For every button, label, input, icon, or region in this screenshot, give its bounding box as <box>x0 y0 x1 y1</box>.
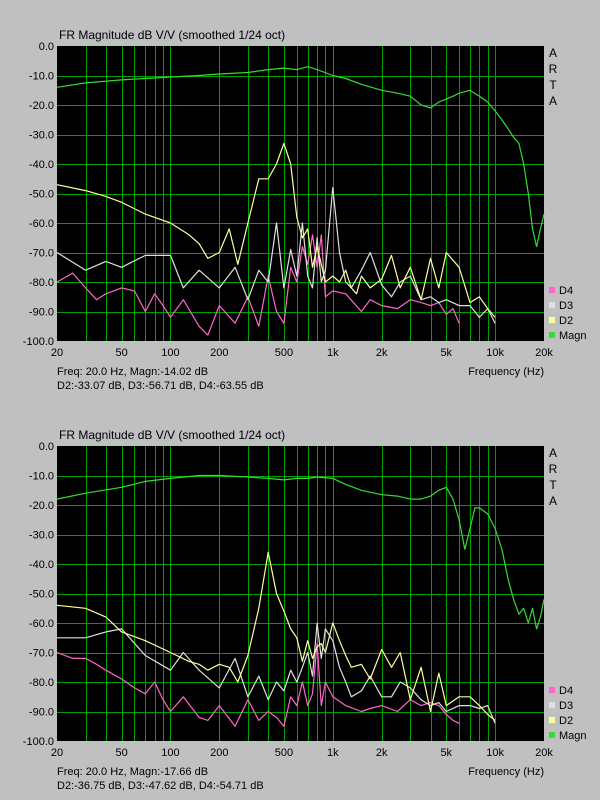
legend-label-d3: D3 <box>559 700 573 712</box>
arta-side-letter: A <box>549 94 557 108</box>
x-tick-label: 100 <box>161 747 179 759</box>
y-tick-label: -20.0 <box>29 500 54 512</box>
x-tick-label: 20k <box>535 747 553 759</box>
legend-swatch <box>549 332 555 338</box>
series-line-d2 <box>56 142 496 318</box>
y-tick-label: -80.0 <box>29 677 54 689</box>
chart-panel-2: FR Magnitude dB V/V (smoothed 1/24 oct) 0… <box>23 428 587 792</box>
x-tick-label: 200 <box>210 347 228 359</box>
x-tick-label: 100 <box>161 347 179 359</box>
x-tick-label: 20 <box>51 347 63 359</box>
x-axis-label: Frequency (Hz) <box>468 766 544 778</box>
arta-side-letter: R <box>549 62 558 76</box>
series-line-d3 <box>56 187 496 324</box>
y-tick-label: -90.0 <box>29 307 54 319</box>
legend-label-magn: Magn <box>559 730 587 742</box>
x-tick-label: 200 <box>210 747 228 759</box>
arta-side-letter: A <box>549 446 557 460</box>
y-tick-label: -20.0 <box>29 100 54 112</box>
cursor-readout-line2: D2:-33.07 dB, D3:-56.71 dB, D4:-63.55 dB <box>57 380 264 392</box>
arta-side-letter: A <box>549 494 557 508</box>
cursor-readout-line1: Freq: 20.0 Hz, Magn:-14.02 dB <box>57 366 208 378</box>
x-tick-label: 500 <box>275 747 293 759</box>
legend-label-d2: D2 <box>559 715 573 727</box>
y-tick-label: -10.0 <box>29 71 54 83</box>
y-tick-label: -70.0 <box>29 648 54 660</box>
y-tick-label: 0.0 <box>39 41 54 53</box>
x-tick-label: 10k <box>486 747 504 759</box>
x-tick-label: 5k <box>440 347 452 359</box>
chart-title: FR Magnitude dB V/V (smoothed 1/24 oct) <box>59 28 285 42</box>
x-tick-label: 2k <box>376 347 388 359</box>
legend-label-d4: D4 <box>559 285 573 297</box>
y-tick-label: -30.0 <box>29 130 54 142</box>
cursor-readout-line2: D2:-36.75 dB, D3:-47.62 dB, D4:-54.71 dB <box>57 780 264 792</box>
legend-swatch <box>549 702 555 708</box>
y-tick-label: -70.0 <box>29 248 54 260</box>
legend-label-d2: D2 <box>559 315 573 327</box>
series-line-magn <box>56 474 545 630</box>
series-line-magn <box>56 66 545 248</box>
arta-side-letter: A <box>549 46 557 60</box>
y-tick-label: -40.0 <box>29 559 54 571</box>
x-tick-label: 20k <box>535 347 553 359</box>
legend-swatch <box>549 317 555 323</box>
y-tick-label: -10.0 <box>29 471 54 483</box>
grid <box>57 46 544 341</box>
legend-swatch <box>549 302 555 308</box>
y-tick-label: -90.0 <box>29 707 54 719</box>
cursor-readout-line1: Freq: 20.0 Hz, Magn:-17.66 dB <box>57 766 208 778</box>
x-tick-label: 50 <box>115 747 127 759</box>
y-tick-label: -100.0 <box>23 736 54 748</box>
x-tick-label: 1k <box>327 347 339 359</box>
x-tick-label: 2k <box>376 747 388 759</box>
chart-title: FR Magnitude dB V/V (smoothed 1/24 oct) <box>59 428 285 442</box>
y-tick-label: -30.0 <box>29 530 54 542</box>
series-line-d2 <box>56 551 496 721</box>
y-tick-label: -60.0 <box>29 218 54 230</box>
y-tick-label: -50.0 <box>29 589 54 601</box>
x-tick-label: 5k <box>440 747 452 759</box>
y-tick-label: -40.0 <box>29 159 54 171</box>
legend-label-d4: D4 <box>559 685 573 697</box>
legend-swatch <box>549 287 555 293</box>
grid <box>57 446 544 741</box>
arta-side-letter: T <box>549 78 557 92</box>
x-tick-label: 20 <box>51 747 63 759</box>
y-tick-label: -80.0 <box>29 277 54 289</box>
x-axis-label: Frequency (Hz) <box>468 366 544 378</box>
plot-area <box>57 46 544 341</box>
series-line-d4 <box>56 642 460 727</box>
y-tick-label: 0.0 <box>39 441 54 453</box>
x-tick-label: 500 <box>275 347 293 359</box>
legend-swatch <box>549 687 555 693</box>
legend-swatch <box>549 732 555 738</box>
legend-label-magn: Magn <box>559 330 587 342</box>
arta-side-letter: T <box>549 478 557 492</box>
x-tick-label: 10k <box>486 347 504 359</box>
chart-panel-1: FR Magnitude dB V/V (smoothed 1/24 oct) 0… <box>23 28 587 392</box>
y-tick-label: -50.0 <box>29 189 54 201</box>
legend-label-d3: D3 <box>559 300 573 312</box>
y-tick-label: -100.0 <box>23 336 54 348</box>
legend-swatch <box>549 717 555 723</box>
arta-side-letter: R <box>549 462 558 476</box>
y-tick-label: -60.0 <box>29 618 54 630</box>
x-tick-label: 50 <box>115 347 127 359</box>
series-line-d4 <box>56 234 460 336</box>
x-tick-label: 1k <box>327 747 339 759</box>
